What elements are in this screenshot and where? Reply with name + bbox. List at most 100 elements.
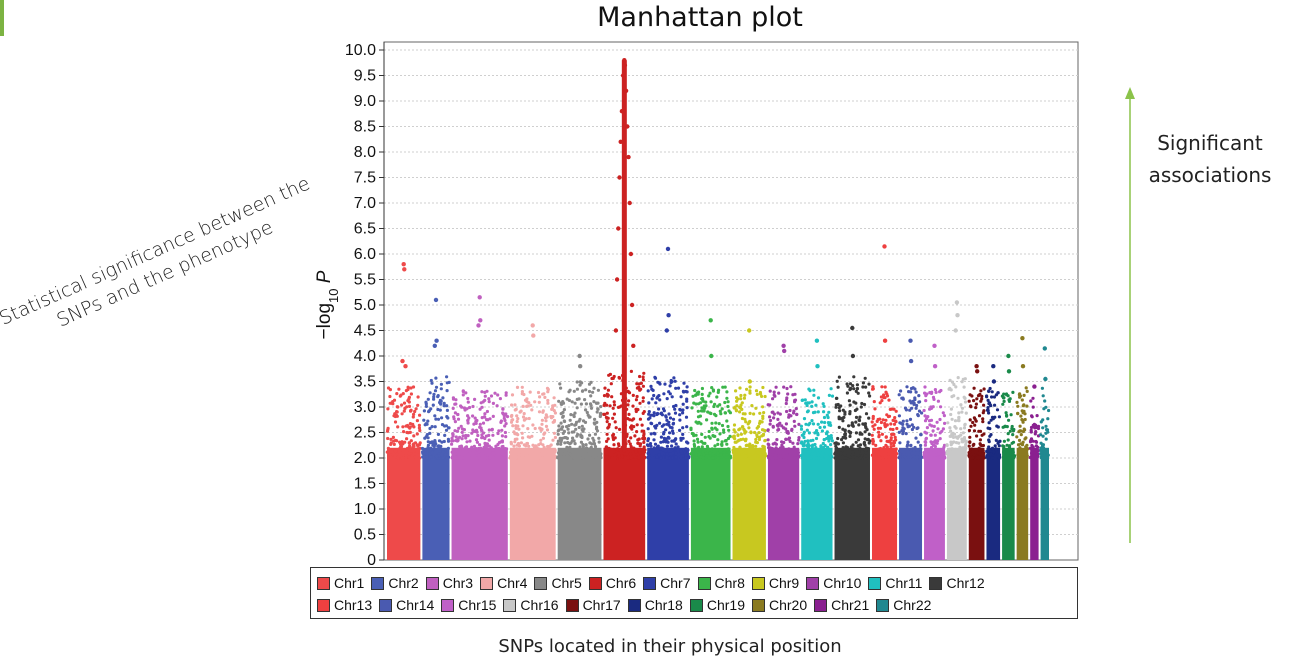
snp-point [704, 400, 708, 404]
snp-point [408, 425, 412, 429]
snp-point [960, 410, 964, 414]
snp-point [728, 456, 733, 460]
snp-point [812, 388, 816, 392]
snp-point [871, 439, 875, 443]
significance-arrow [1125, 87, 1135, 543]
legend-row: Chr13 Chr14 Chr15 Chr16 Chr17 Chr18 Chr19 Chr20… [317, 595, 938, 615]
snp-peak-point [477, 295, 482, 300]
snp-point [836, 402, 840, 407]
snp-point [882, 449, 887, 453]
snp-point [887, 439, 892, 443]
snp-point [878, 450, 882, 454]
snp-point [762, 448, 766, 452]
snp-point [597, 436, 601, 440]
snp-point [407, 395, 411, 399]
snp-point [1011, 433, 1015, 437]
snp-point [672, 376, 676, 380]
snp-point [790, 428, 794, 432]
snp-point [627, 412, 631, 416]
snp-point [716, 451, 720, 455]
snp-point [434, 417, 438, 421]
snp-point [893, 416, 897, 420]
snp-point [793, 398, 797, 403]
snp-point [548, 444, 552, 448]
snp-point [466, 396, 470, 401]
snp-point [510, 418, 515, 422]
snp-point [396, 405, 400, 409]
snp-point [573, 442, 577, 446]
snp-point [658, 398, 662, 402]
snp-point [864, 424, 868, 429]
snp-point [648, 456, 652, 460]
snp-point [641, 384, 646, 388]
snp-point [492, 451, 496, 455]
snp-point [432, 397, 436, 401]
snp-point [586, 413, 590, 417]
snp-point [725, 419, 729, 423]
snp-point [914, 436, 918, 440]
snp-point [799, 441, 803, 445]
snp-point [707, 394, 711, 398]
snp-point [393, 420, 398, 424]
snp-point [738, 445, 742, 449]
snp-point [734, 389, 738, 393]
snp-point [640, 423, 644, 427]
snp-peak-point [882, 338, 888, 343]
snp-point [672, 439, 676, 443]
snp-peak-point [627, 200, 632, 206]
snp-point [579, 440, 584, 444]
snp-point [426, 419, 430, 423]
snp-point [578, 383, 582, 387]
snp-point [483, 412, 487, 416]
snp-point [814, 403, 818, 407]
snp-point [587, 382, 592, 386]
snp-point [799, 424, 804, 428]
point-band [946, 447, 967, 560]
snp-point [642, 429, 646, 433]
snp-point [706, 410, 710, 414]
snp-point [803, 398, 807, 402]
snp-point [1041, 434, 1045, 438]
snp-point [745, 387, 749, 391]
snp-point [414, 407, 418, 411]
snp-point [891, 418, 895, 422]
snp-point [411, 385, 416, 389]
snp-point [408, 449, 413, 453]
snp-point [908, 417, 913, 421]
snp-point [968, 440, 972, 444]
snp-point [592, 386, 596, 390]
snp-point [827, 439, 831, 443]
snp-point [399, 442, 403, 446]
snp-point [670, 380, 674, 384]
snp-point [1030, 451, 1034, 455]
snp-point [848, 455, 853, 459]
snp-point [767, 446, 771, 450]
snp-point [562, 453, 566, 457]
snp-point [483, 394, 487, 398]
snp-point [871, 442, 875, 446]
snp-peak-point [974, 364, 979, 369]
snp-point [825, 430, 829, 434]
snp-point [418, 413, 422, 417]
snp-point [962, 385, 966, 389]
snp-point [691, 394, 695, 398]
snp-point [1016, 412, 1020, 416]
snp-point [780, 454, 785, 458]
snp-point [616, 442, 621, 446]
legend-swatch [929, 576, 943, 590]
snp-point [400, 403, 404, 407]
snp-point [892, 432, 896, 436]
snp-point [491, 433, 495, 437]
snp-point [720, 423, 725, 428]
snp-peak-point [613, 328, 619, 333]
snp-point [672, 447, 676, 451]
legend-item: Chr15 [441, 595, 496, 615]
snp-point [887, 455, 891, 459]
snp-point [458, 435, 462, 439]
snp-point [699, 440, 704, 444]
snp-point [871, 414, 875, 419]
snp-point [863, 454, 867, 458]
snp-point [987, 389, 991, 393]
snp-point [520, 385, 524, 389]
snp-point [960, 380, 964, 384]
